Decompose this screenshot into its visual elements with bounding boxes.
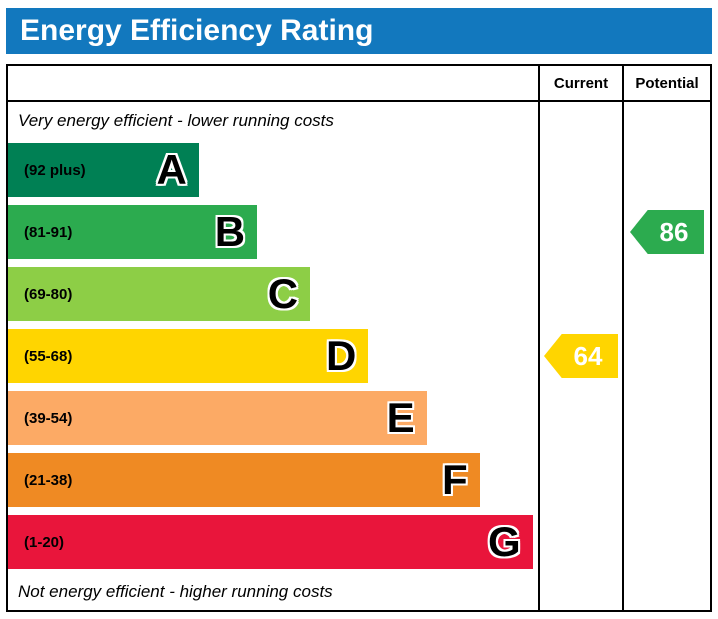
- page-title: Energy Efficiency Rating: [6, 8, 712, 54]
- current-slot-e: [540, 387, 622, 449]
- band-bar-g: (1-20) G: [8, 515, 533, 569]
- current-column-header: Current: [540, 66, 622, 102]
- potential-slot-d: [624, 325, 710, 387]
- band-letter-f: F: [442, 456, 468, 503]
- current-slot-c: [540, 263, 622, 325]
- current-slots: 64: [540, 102, 622, 573]
- band-rows: (92 plus) A (81-91) B (69-80) C (55-68) D (39-54…: [8, 139, 538, 573]
- current-slot-d: 64: [540, 325, 622, 387]
- band-letter-a: A: [156, 146, 187, 193]
- band-range-label-b: (81-91): [24, 223, 73, 241]
- band-row-d: (55-68) D: [8, 325, 538, 387]
- potential-slot-g: [624, 511, 710, 573]
- band-range-label-a: (92 plus): [24, 161, 86, 179]
- potential-slot-b: 86: [624, 201, 710, 263]
- band-row-b: (81-91) B: [8, 201, 538, 263]
- band-bar-b: (81-91) B: [8, 205, 258, 259]
- band-bar-d: (55-68) D: [8, 329, 369, 383]
- band-bar-c: (69-80) C: [8, 267, 311, 321]
- potential-slot-a: [624, 139, 710, 201]
- band-letter-g: G: [488, 518, 521, 565]
- potential-slot-f: [624, 449, 710, 511]
- current-slot-f: [540, 449, 622, 511]
- potential-column: Potential 86: [622, 66, 710, 610]
- band-row-c: (69-80) C: [8, 263, 538, 325]
- current-slot-b: [540, 201, 622, 263]
- band-row-g: (1-20) G: [8, 511, 538, 573]
- current-column: Current 64: [538, 66, 622, 610]
- potential-rating-pointer: 86: [630, 210, 704, 254]
- band-range-label-g: (1-20): [24, 533, 65, 551]
- bands-column-header-spacer: [8, 66, 538, 102]
- energy-efficiency-chart: Very energy efficient - lower running co…: [6, 64, 712, 612]
- band-row-f: (21-38) F: [8, 449, 538, 511]
- current-slot-g: [540, 511, 622, 573]
- potential-slots: 86: [624, 102, 710, 573]
- band-letter-c: C: [267, 270, 299, 317]
- band-range-label-f: (21-38): [24, 471, 73, 489]
- band-bar-f: (21-38) F: [8, 453, 480, 507]
- bands-column: Very energy efficient - lower running co…: [8, 66, 538, 610]
- potential-slot-e: [624, 387, 710, 449]
- band-row-e: (39-54) E: [8, 387, 538, 449]
- band-range-label-c: (69-80): [24, 285, 73, 303]
- potential-column-header: Potential: [624, 66, 710, 102]
- band-range-label-d: (55-68): [24, 347, 73, 365]
- band-letter-b: B: [214, 208, 246, 255]
- current-slot-a: [540, 139, 622, 201]
- bottom-caption: Not energy efficient - higher running co…: [18, 581, 333, 601]
- band-bar-e: (39-54) E: [8, 391, 427, 445]
- band-bar-a: (92 plus) A: [8, 143, 199, 197]
- potential-slot-c: [624, 263, 710, 325]
- current-rating-pointer: 64: [544, 334, 618, 378]
- band-row-a: (92 plus) A: [8, 139, 538, 201]
- band-letter-d: D: [326, 332, 357, 379]
- top-caption: Very energy efficient - lower running co…: [18, 110, 334, 130]
- band-range-label-e: (39-54): [24, 409, 73, 427]
- band-letter-e: E: [386, 394, 415, 441]
